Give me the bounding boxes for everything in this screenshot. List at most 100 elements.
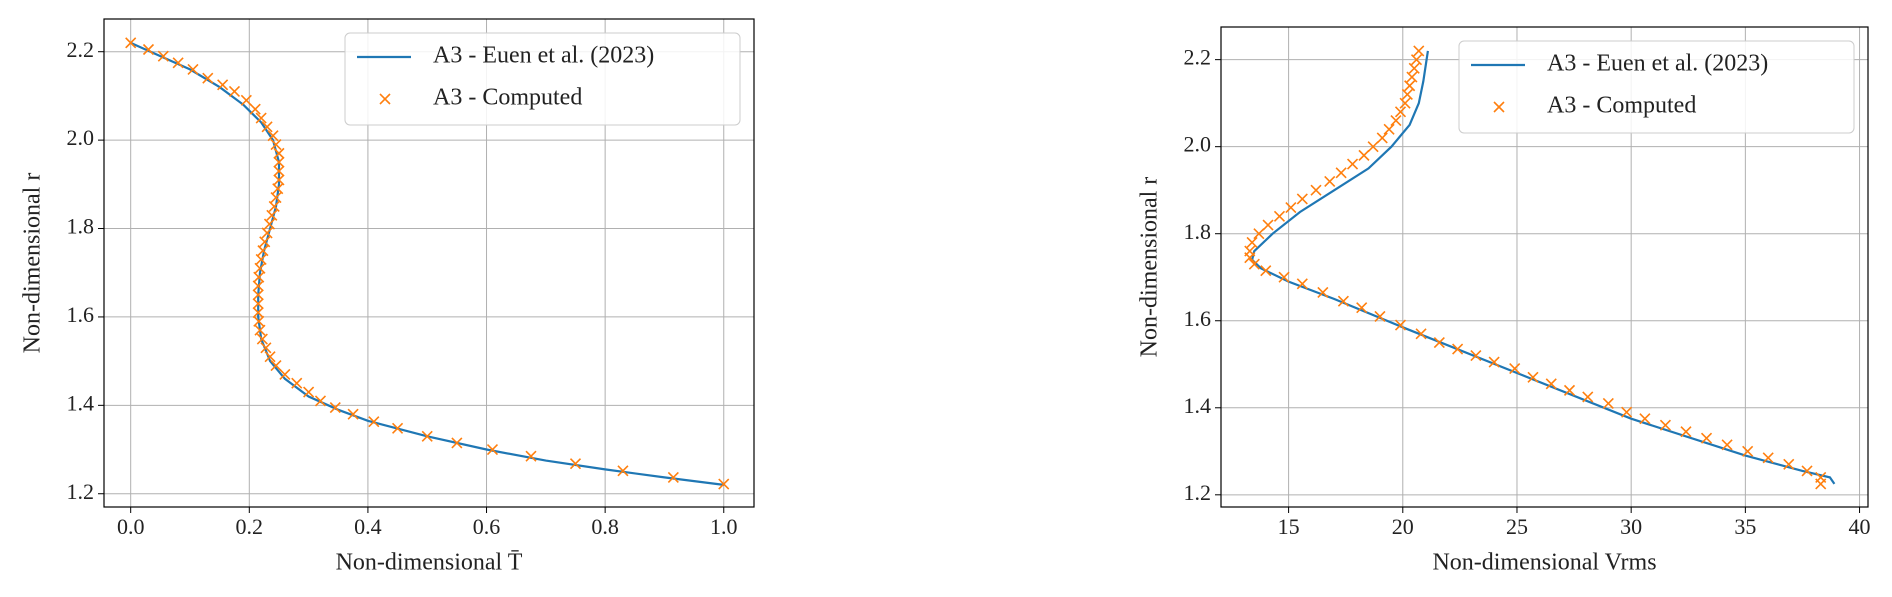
marker-stroke: [187, 63, 199, 75]
marker: [1248, 258, 1260, 270]
marker: [1285, 202, 1297, 214]
marker: [1470, 349, 1482, 362]
legend-label: A3 - Euen et al. (2023): [433, 43, 654, 69]
marker: [255, 253, 267, 266]
marker-stroke: [617, 465, 629, 477]
marker: [1762, 452, 1774, 464]
marker-stroke: [273, 165, 285, 177]
marker: [1639, 413, 1651, 425]
marker: [1246, 236, 1258, 248]
y-tick-label: 1.4: [1184, 393, 1212, 418]
marker-stroke: [217, 79, 229, 91]
marker: [1273, 210, 1286, 222]
marker-stroke: [261, 121, 273, 133]
marker: [1394, 106, 1407, 118]
marker-stroke: [249, 103, 261, 115]
marker-stroke: [1253, 228, 1265, 240]
marker: [1367, 141, 1379, 153]
marker-stroke: [270, 192, 282, 204]
marker-stroke: [270, 138, 282, 151]
marker-stroke: [379, 93, 391, 105]
marker: [273, 147, 285, 159]
marker-stroke: [142, 43, 155, 56]
marker-stroke: [1335, 167, 1347, 179]
marker-stroke: [1399, 97, 1411, 109]
marker-stroke: [279, 368, 291, 380]
marker: [249, 103, 261, 115]
marker-stroke: [125, 37, 137, 49]
marker: [261, 121, 273, 133]
marker: [1296, 278, 1308, 290]
marker: [1582, 391, 1594, 403]
legend: A3 - Euen et al. (2023) A3 - Computed: [1458, 40, 1855, 134]
marker: [259, 236, 271, 248]
marker: [1394, 319, 1407, 331]
marker-stroke: [392, 422, 404, 434]
marker: [252, 306, 264, 319]
marker: [1488, 356, 1500, 368]
marker-stroke: [273, 147, 285, 159]
marker-stroke: [1394, 106, 1407, 118]
marker: [1406, 71, 1418, 83]
marker-stroke: [1324, 175, 1336, 188]
marker: [1493, 101, 1505, 113]
x-axis-label: Non-dimensional T̄: [336, 550, 523, 576]
marker-stroke: [1248, 258, 1260, 270]
marker: [228, 85, 241, 98]
marker-stroke: [1742, 445, 1754, 457]
legend-label: A3 - Computed: [433, 85, 582, 111]
marker-stroke: [1639, 413, 1651, 425]
marker: [253, 315, 265, 327]
marker: [329, 401, 341, 414]
marker: [263, 218, 276, 230]
y-axis-label: Non-dimensional r: [1137, 177, 1163, 358]
marker-stroke: [1337, 295, 1349, 307]
marker-stroke: [303, 386, 315, 398]
marker-stroke: [1296, 278, 1308, 290]
marker: [1410, 54, 1423, 66]
marker-stroke: [1401, 88, 1413, 101]
marker: [270, 138, 282, 151]
marker: [451, 437, 463, 449]
marker: [1356, 302, 1368, 314]
marker-stroke: [255, 253, 267, 266]
marker-stroke: [272, 183, 284, 195]
marker-stroke: [1563, 384, 1576, 396]
marker: [257, 245, 269, 257]
marker: [261, 227, 273, 239]
chart: 15 20 25 30 35 40 1.2 1.4 1.6 1.8 2.0 2.2 Non-dimens…: [1137, 26, 1871, 576]
marker: [379, 93, 391, 105]
marker: [1262, 219, 1274, 231]
marker-stroke: [1433, 336, 1445, 349]
marker-stroke: [263, 218, 276, 230]
marker-stroke: [268, 200, 280, 212]
legend-frame: [344, 32, 741, 126]
y-tick-label: 2.0: [67, 125, 95, 150]
marker-stroke: [202, 72, 214, 84]
marker-stroke: [1488, 356, 1500, 368]
marker: [256, 333, 268, 345]
marker-stroke: [1260, 265, 1272, 277]
marker-stroke: [266, 209, 278, 221]
marker-stroke: [1410, 54, 1423, 66]
marker-stroke: [1394, 319, 1407, 331]
marker-stroke: [1356, 302, 1368, 314]
marker: [1390, 114, 1402, 127]
marker: [1244, 252, 1256, 264]
marker-stroke: [1404, 80, 1416, 92]
marker: [667, 471, 679, 483]
marker-stroke: [1317, 286, 1329, 299]
marker: [267, 130, 279, 142]
marker: [1433, 336, 1445, 349]
marker: [303, 386, 315, 398]
legend-label: A3 - Euen et al. (2023): [1547, 51, 1768, 77]
marker: [617, 465, 629, 477]
y-tick-label: 1.8: [1184, 219, 1212, 244]
marker-stroke: [270, 359, 282, 372]
axes-frame: [1220, 26, 1869, 508]
marker-stroke: [1278, 271, 1290, 283]
x-tick-label: 0.6: [473, 514, 501, 539]
marker: [1253, 228, 1265, 240]
x-tick-label: 40: [1849, 514, 1871, 539]
marker: [1700, 432, 1713, 444]
